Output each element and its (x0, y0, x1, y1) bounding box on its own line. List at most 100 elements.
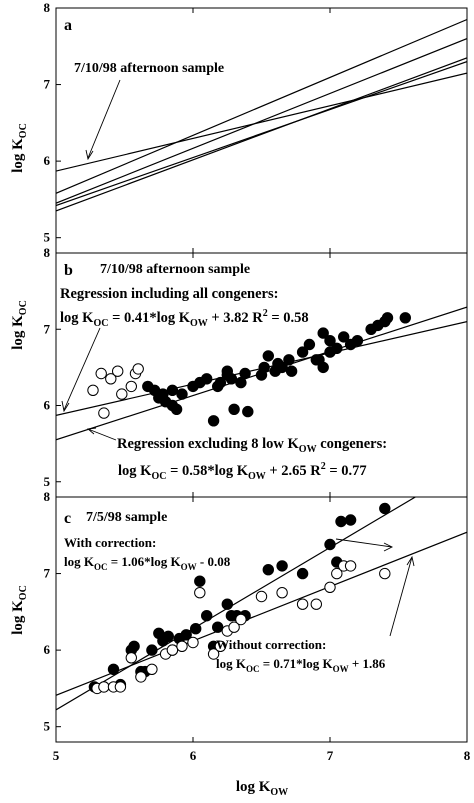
annotation-arrowhead-b-all (61, 400, 70, 413)
regression-line (56, 57, 467, 212)
data-point-filled (239, 367, 251, 380)
y-tick-label: 5 (44, 230, 51, 245)
data-point-open (344, 560, 357, 572)
y-axis-label-b: log KOC (10, 300, 29, 350)
plot-area (56, 497, 467, 711)
x-tick-label: 7 (327, 748, 334, 763)
annotation-arrowhead-c-with (383, 542, 394, 552)
data-point-filled (194, 575, 206, 587)
y-tick-label: 8 (44, 489, 51, 504)
panel-label-a: a (64, 17, 72, 34)
data-point-filled (235, 376, 247, 389)
annotation-arrowhead-a (85, 149, 94, 161)
data-point-filled (146, 644, 158, 656)
data-point-filled (276, 560, 288, 572)
data-point-open (146, 663, 158, 675)
panel-label-c: c (64, 510, 71, 527)
panel-c: 5 6 7 8 5 6 7 8 (44, 489, 471, 763)
annotation-a-sample: 7/10/98 afternoon sample (74, 61, 224, 76)
y-axis-label-c: log KOC (10, 585, 29, 635)
data-point-filled (331, 342, 343, 354)
data-point-filled (166, 384, 179, 396)
annotation-c-without: Without correction: (216, 637, 326, 652)
data-point-open (296, 598, 309, 610)
data-point-filled (276, 361, 288, 374)
annotation-c-title: 7/5/98 sample (86, 510, 167, 525)
panel-b: 5 6 7 8 (44, 245, 468, 498)
y-tick-label: 5 (44, 474, 51, 489)
data-point-filled (317, 327, 329, 339)
y-axis-label-a: log KOC (10, 123, 29, 173)
data-point-open (87, 384, 99, 396)
y-tick-label: 6 (44, 398, 51, 413)
data-point-open (116, 388, 128, 400)
data-point-filled (285, 365, 298, 377)
data-point-filled (107, 663, 120, 675)
data-point-filled (335, 515, 347, 528)
plot-frame (55, 496, 468, 743)
x-tick-label: 6 (190, 748, 197, 763)
x-tick-label: 8 (464, 748, 471, 763)
annotation-b-reg-all: Regression including all congeners: (60, 286, 278, 302)
data-point-filled (344, 514, 357, 526)
data-point-filled (214, 376, 227, 389)
plot-frame (55, 7, 468, 254)
data-point-filled (338, 331, 350, 343)
y-tick-label: 7 (44, 321, 51, 336)
data-point-open (112, 365, 124, 377)
data-point-filled (324, 335, 336, 347)
annotation-arrow-b-all (63, 327, 101, 411)
data-point-filled (283, 354, 295, 366)
data-point-open (98, 681, 110, 693)
data-point-filled (324, 538, 336, 551)
panel-a: 5 6 7 8 (44, 0, 468, 254)
data-point-filled (180, 629, 192, 641)
data-point-filled (170, 403, 183, 415)
data-point-open (207, 648, 220, 660)
y-tick-label: 8 (44, 0, 51, 15)
data-point-open (379, 567, 391, 580)
y-tick-label: 8 (44, 245, 51, 260)
data-point-open (95, 367, 107, 380)
y-tick-label: 7 (44, 77, 51, 92)
data-point-filled (351, 335, 364, 347)
data-point-open (105, 373, 117, 385)
data-point-filled (228, 403, 240, 415)
regression-line (56, 18, 467, 194)
regression-line (56, 497, 417, 711)
data-point-open (176, 640, 188, 652)
data-point-open (125, 380, 138, 393)
data-point-open (98, 407, 110, 419)
data-point-open (228, 621, 240, 633)
regression-line (56, 38, 467, 204)
equation-b-all: log KOC = 0.41*log KOW + 3.82 R2 = 0.58 (60, 308, 309, 329)
data-point-filled (303, 338, 316, 351)
data-point-open (187, 636, 199, 649)
regression-line (56, 61, 467, 207)
regression-line (56, 72, 467, 172)
annotation-arrowhead-b-excl (86, 427, 97, 435)
equation-c-without: log KOC = 0.71*log KOW + 1.86 (216, 656, 386, 674)
data-point-filled (225, 373, 238, 385)
data-point-filled (201, 610, 213, 622)
y-tick-label: 6 (44, 153, 51, 168)
data-point-open (310, 598, 322, 610)
data-point-filled (212, 621, 224, 633)
data-point-open (194, 587, 206, 599)
data-point-filled (381, 312, 394, 324)
data-point-filled (242, 405, 254, 418)
data-point-filled (190, 623, 202, 635)
data-point-open (166, 644, 179, 656)
data-point-filled (128, 640, 140, 652)
data-point-filled (379, 502, 391, 515)
annotation-b-reg-excl: Regression excluding 8 low KOW congeners… (117, 436, 387, 455)
annotation-arrowhead-c-without (406, 555, 415, 567)
data-point-filled (317, 361, 329, 374)
data-point-open (235, 613, 247, 626)
data-point-filled (258, 361, 270, 374)
equation-b-excl: log KOC = 0.58*log KOW + 2.65 R2 = 0.77 (118, 461, 367, 482)
data-point-filled (201, 373, 213, 385)
annotation-c-with: With correction: (64, 535, 156, 550)
data-point-filled (296, 346, 309, 358)
